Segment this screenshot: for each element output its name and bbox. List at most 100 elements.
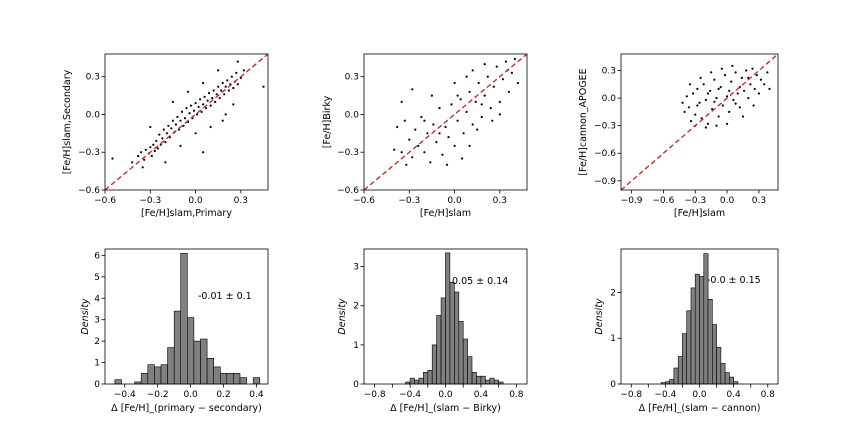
x-tick-label: −0.4 [654, 390, 676, 400]
scatter-point [209, 104, 212, 107]
histogram-bar [449, 281, 455, 385]
scatter-point [149, 125, 152, 129]
y-axis-label: [Fe/H]slam,Secondary [62, 69, 73, 174]
scatter-point [450, 103, 453, 106]
scatter-point [687, 106, 691, 109]
scatter-point [745, 69, 748, 72]
y-tick-label: 0.3 [345, 73, 359, 83]
x-tick-label: −0.9 [621, 196, 643, 206]
scatter-point [749, 83, 752, 86]
y-tick-label: 4 [94, 294, 100, 304]
y-tick-label: −0.9 [594, 177, 616, 187]
y-tick-label: 3 [94, 316, 100, 326]
scatter-point [474, 100, 477, 103]
scatter-point [177, 128, 181, 131]
x-tick-label: −0.8 [620, 390, 642, 400]
scatter-point [235, 71, 238, 74]
scatter-point [495, 65, 498, 68]
y-axis-label: [Fe/H]Birky [322, 95, 333, 148]
scatter-point [400, 100, 403, 103]
scatter-point [430, 94, 433, 97]
scatter-point [194, 102, 197, 105]
histogram-bar [467, 356, 473, 385]
histogram-bar [694, 273, 700, 385]
scatter-point [400, 151, 403, 154]
scatter-point [709, 89, 712, 92]
stats-annotation: -0.0 ± 0.15 [707, 275, 761, 286]
histogram-bar [187, 317, 195, 385]
scatter-point [438, 107, 441, 110]
scatter-point [176, 115, 179, 119]
scatter-point [232, 103, 235, 106]
scatter-point [453, 81, 456, 85]
scatter-point [432, 123, 435, 126]
scatter-point [411, 156, 414, 159]
scatter-point [236, 83, 239, 86]
scatter-point [221, 81, 224, 85]
scatter-point [694, 113, 697, 116]
scatter-point [456, 94, 459, 97]
scatter-point [726, 95, 729, 98]
scatter-point [736, 92, 739, 95]
histogram-bar [167, 347, 175, 385]
scatter-point [140, 151, 143, 154]
scatter-point [180, 110, 184, 113]
histogram-bar [213, 366, 221, 385]
scatter-point [766, 71, 769, 74]
scatter-point [186, 90, 190, 93]
histogram-bar [711, 324, 717, 385]
scatter-point [747, 97, 750, 100]
scatter-point [150, 154, 153, 158]
scatter-point [471, 123, 474, 126]
scatter-point [159, 143, 162, 146]
scatter-point [728, 89, 731, 92]
histogram-bar [418, 377, 424, 385]
histogram-bar [485, 379, 491, 385]
scatter-point [167, 124, 170, 127]
scatter-point [717, 115, 720, 118]
scatter-point [137, 154, 140, 158]
x-tick-label: −0.3 [684, 196, 706, 206]
y-tick-label: −0.3 [594, 122, 616, 132]
histogram-bar [423, 371, 429, 385]
scatter-point [164, 141, 167, 144]
scatter-point [405, 163, 408, 166]
scatter-point [752, 104, 755, 107]
scatter-point [461, 157, 464, 160]
x-tick-label: −0.6 [353, 196, 375, 206]
scatter-point [699, 76, 702, 79]
scatter-point [220, 89, 223, 92]
scatter-point [510, 71, 513, 74]
histogram-bar [682, 333, 688, 385]
histogram-bar [200, 338, 208, 385]
scatter-point [476, 128, 479, 131]
scatter-point [205, 107, 208, 110]
scatter-point [179, 144, 182, 147]
scatter-point [242, 69, 245, 72]
x-tick-label: 0.3 [493, 196, 507, 206]
y-tick-label: −0.3 [78, 148, 100, 158]
scatter-point [183, 117, 187, 120]
scatter-point [721, 104, 724, 107]
scatter-point [501, 78, 504, 81]
histogram-bar [154, 366, 162, 385]
scatter-point [155, 139, 158, 142]
histogram-bar [140, 372, 149, 385]
panel-3: −0.9 −0.6 −0.3 0.0 0.3 −0.9 −0.6 −0.3 0.0 0.3 [Fe/… [578, 53, 779, 219]
histogram-bar [239, 377, 247, 385]
scatter-point [486, 75, 489, 78]
scatter-point [681, 101, 684, 104]
scatter-point [164, 161, 167, 164]
scatter-point [480, 103, 483, 106]
scatter-point [491, 119, 494, 122]
scatter-point [408, 138, 411, 141]
scatter-point [689, 120, 693, 123]
scatter-point [483, 63, 486, 66]
scatter-point [161, 137, 164, 140]
scatter-point [209, 125, 212, 129]
y-tick-label: −0.6 [594, 149, 616, 159]
scatter-point [174, 123, 177, 126]
panel-4: -0.01 ± 0.1 −0.4 −0.2 0.0 0.2 0.4 0 1 2 3 4 5 6 Δ [Fe… [80, 248, 269, 414]
scatter-point [743, 89, 746, 92]
y-tick-label: 0 [610, 380, 616, 390]
